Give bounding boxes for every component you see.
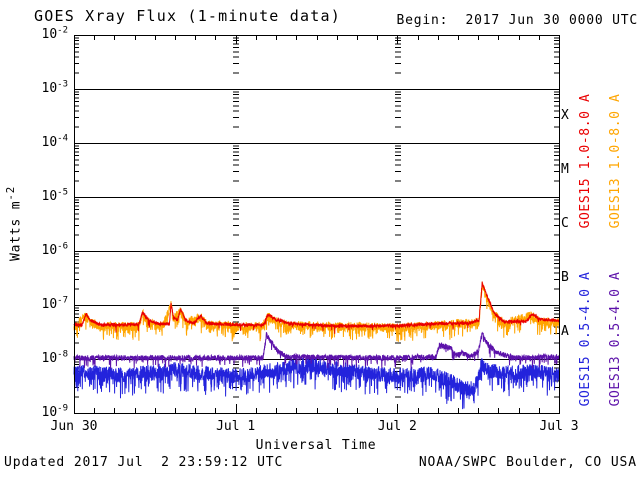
y-tick-exponent: -2 [57, 25, 68, 36]
y-tick-exponent: -7 [57, 295, 68, 306]
flare-class-m: M [561, 162, 569, 177]
y-tick-exponent: -3 [57, 79, 68, 90]
y-tick-base: 10 [41, 405, 58, 420]
y-tick-exponent: -4 [57, 133, 68, 144]
chart-title: GOES Xray Flux (1-minute data) [34, 7, 341, 25]
x-tick-label: Jun 30 [50, 419, 98, 434]
series-trace-goes15-0-5-4-0-a [73, 357, 560, 410]
legend-goes13-short: GOES13 0.5-4.0 A [608, 271, 623, 407]
begin-time-label: Begin: 2017 Jun 30 0000 UTC [396, 13, 638, 28]
y-tick-label: 10-3 [24, 79, 69, 97]
x-tick-label: Jul 3 [539, 419, 579, 434]
y-tick-label: 10-5 [24, 187, 69, 205]
series-trace-goes13-0-5-4-0-a [73, 331, 560, 369]
y-tick-label: 10-6 [24, 241, 69, 259]
y-tick-base: 10 [41, 81, 58, 96]
y-tick-base: 10 [41, 189, 58, 204]
series-trace-goes15-1-0-8-0-a [73, 281, 560, 334]
y-axis-title-base: Watts m [8, 200, 24, 262]
y-tick-label: 10-7 [24, 295, 69, 313]
y-tick-exponent: -9 [57, 403, 68, 414]
y-tick-label: 10-8 [24, 349, 69, 367]
flare-class-x: X [561, 108, 569, 123]
updated-timestamp: Updated 2017 Jul 2 23:59:12 UTC [4, 455, 284, 470]
flare-class-b: B [561, 270, 569, 285]
source-attribution: NOAA/SWPC Boulder, CO USA [418, 455, 637, 470]
x-tick-label: Jul 2 [377, 419, 417, 434]
y-axis-title-exponent: -2 [4, 185, 18, 201]
y-tick-base: 10 [41, 243, 58, 258]
y-tick-exponent: -6 [57, 241, 68, 252]
y-tick-label: 10-4 [24, 133, 69, 151]
y-tick-exponent: -8 [57, 349, 68, 360]
y-tick-base: 10 [41, 27, 58, 42]
x-axis-title: Universal Time [255, 438, 377, 453]
legend-goes15-short: GOES15 0.5-4.0 A [578, 271, 593, 407]
y-axis-title: Watts m-2 [4, 172, 24, 276]
y-tick-base: 10 [41, 135, 58, 150]
flare-class-c: C [561, 216, 569, 231]
y-tick-label: 10-9 [24, 403, 69, 421]
y-tick-base: 10 [41, 297, 58, 312]
y-tick-exponent: -5 [57, 187, 68, 198]
x-tick-label: Jul 1 [216, 419, 256, 434]
legend-goes15-long: GOES15 1.0-8.0 A [578, 93, 593, 229]
flare-class-a: A [561, 324, 569, 339]
series-trace-goes13-1-0-8-0-a [73, 281, 560, 342]
plot-frame [74, 35, 560, 414]
y-tick-base: 10 [41, 351, 58, 366]
legend-goes13-long: GOES13 1.0-8.0 A [608, 93, 623, 229]
y-tick-label: 10-2 [24, 25, 69, 43]
